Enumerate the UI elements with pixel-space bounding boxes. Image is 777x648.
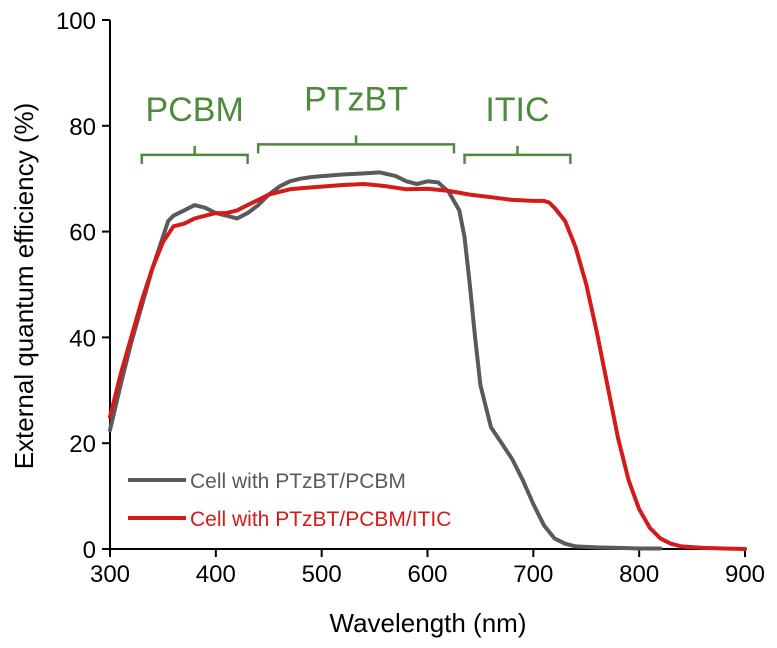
region-label: ITIC — [485, 91, 549, 129]
region-label: PTzBT — [304, 80, 408, 118]
x-tick-label: 600 — [407, 561, 447, 588]
y-tick-label: 80 — [69, 114, 96, 141]
series-line-1 — [108, 170, 663, 551]
y-axis-ticks: 0 20 40 60 80 100 — [56, 8, 110, 564]
y-tick-label: 20 — [69, 431, 96, 458]
x-tick-label: 400 — [196, 561, 236, 588]
x-tick-label: 900 — [725, 561, 765, 588]
y-tick-label: 100 — [56, 8, 96, 35]
region-label: PCBM — [146, 91, 244, 129]
x-tick-label: 500 — [302, 561, 342, 588]
x-axis-ticks: 300 400 500 600 700 800 900 — [90, 549, 765, 588]
x-tick-label: 300 — [90, 561, 130, 588]
x-tick-label: 800 — [619, 561, 659, 588]
absorption-regions: PCBM PTzBT ITIC — [140, 80, 572, 164]
series-line-2 — [108, 182, 747, 551]
legend-label: Cell with PTzBT/PCBM — [190, 470, 406, 493]
legend: Cell with PTzBT/PCBM Cell with PTzBT/PCBM… — [128, 470, 451, 531]
y-tick-label: 60 — [69, 220, 96, 247]
y-tick-label: 0 — [83, 537, 96, 564]
y-tick-label: 40 — [69, 325, 96, 352]
region-bracket — [256, 135, 456, 154]
region-bracket — [140, 145, 249, 164]
y-axis-title: External quantum efficiency (%) — [9, 103, 39, 470]
region-bracket — [463, 145, 572, 164]
x-axis-title: Wavelength (nm) — [330, 608, 527, 638]
x-tick-label: 700 — [513, 561, 553, 588]
data-series — [108, 170, 747, 551]
legend-label: Cell with PTzBT/PCBM/ITIC — [190, 508, 451, 531]
